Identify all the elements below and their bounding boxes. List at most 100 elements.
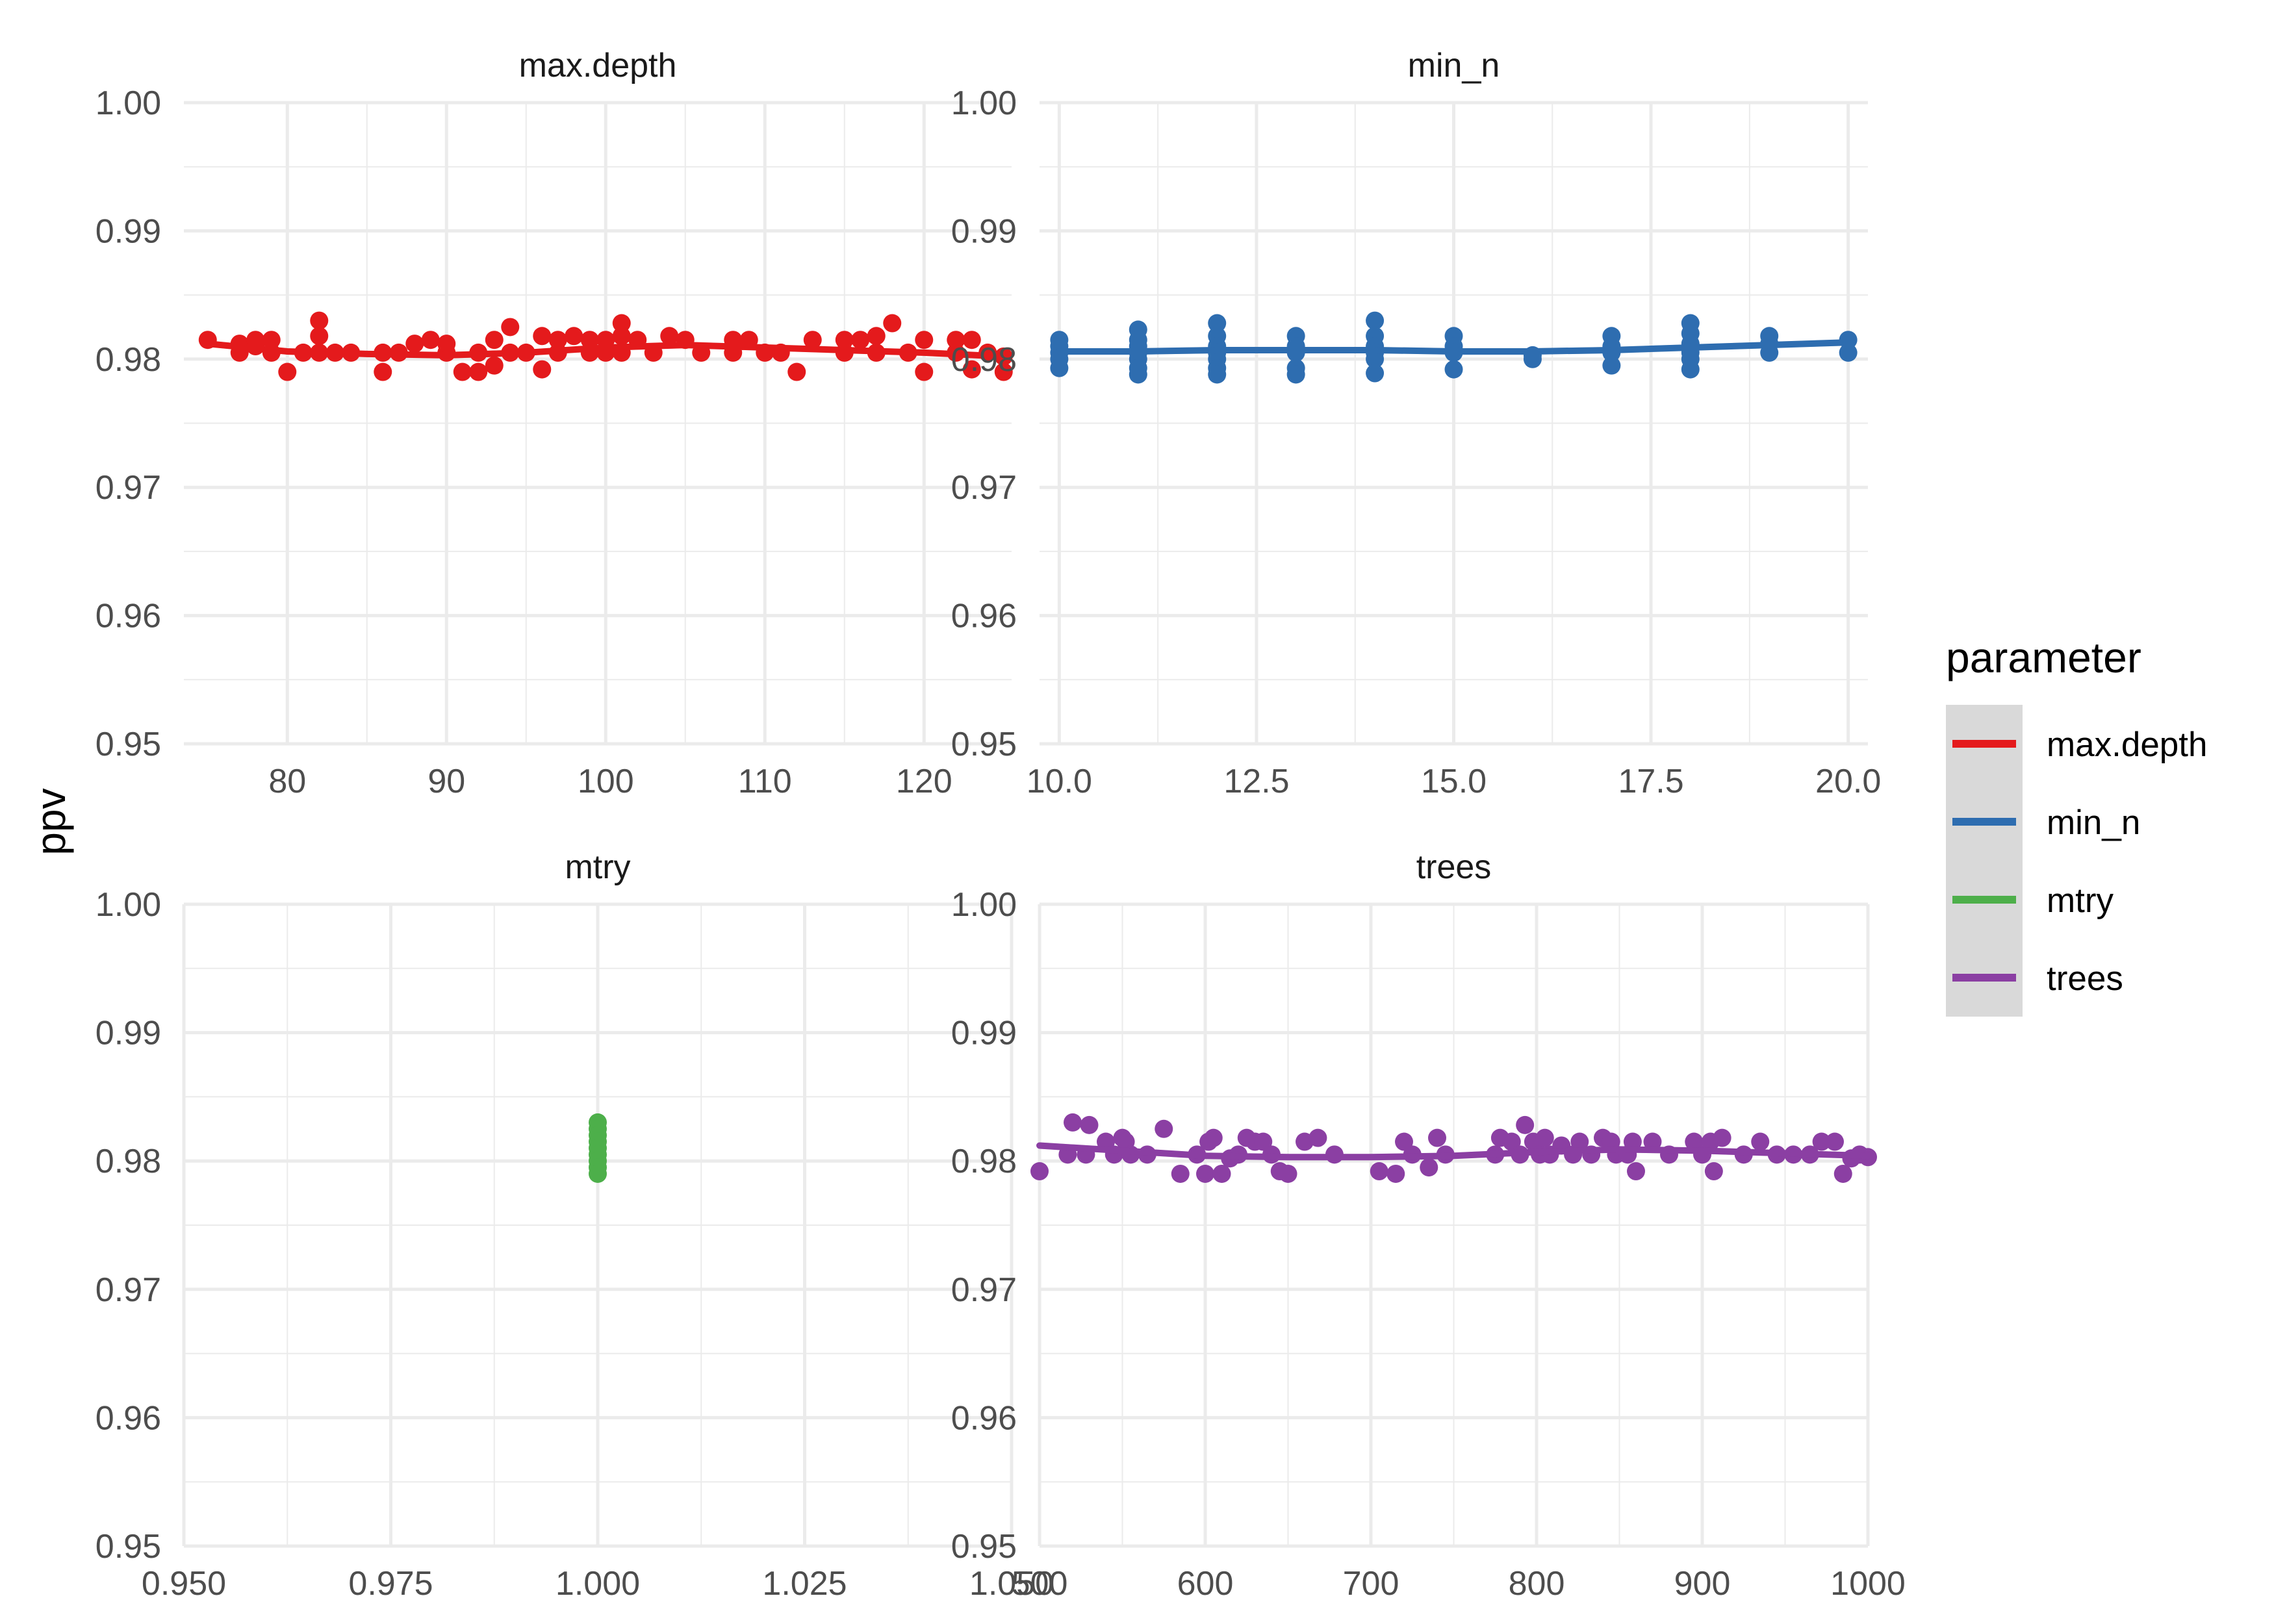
data-point: [1080, 1115, 1099, 1134]
y-tick-label: 1.00: [96, 84, 161, 122]
y-tick-label: 0.96: [951, 598, 1017, 635]
x-tick-label: 600: [1177, 1565, 1234, 1603]
gridlines: [182, 902, 1014, 1548]
y-tick-label: 0.97: [951, 469, 1017, 507]
y-tick-label: 0.97: [951, 1271, 1017, 1309]
data-point: [1171, 1164, 1190, 1183]
data-point: [1751, 1132, 1770, 1151]
data-point: [1212, 1164, 1231, 1183]
y-tick-label: 0.95: [951, 726, 1017, 763]
data-point: [1826, 1132, 1844, 1151]
x-tick-label: 100: [578, 763, 634, 800]
data-point: [1643, 1132, 1662, 1151]
data-point: [405, 335, 424, 353]
x-tick-label: 0.975: [348, 1565, 433, 1603]
x-tick-label: 900: [1674, 1565, 1731, 1603]
data-point: [310, 327, 329, 346]
data-point: [1370, 1162, 1388, 1181]
gridlines: [184, 101, 1012, 746]
x-tick-label: 1000: [1830, 1565, 1906, 1603]
data-point: [660, 327, 679, 346]
legend-label: trees: [2047, 959, 2123, 998]
gridlines: [1040, 101, 1868, 746]
legend-label: max.depth: [2047, 726, 2207, 764]
y-tick-label: 1.00: [951, 84, 1017, 122]
data-point: [1155, 1119, 1173, 1138]
x-tick-label: 110: [738, 763, 792, 800]
x-tick-label: 0.950: [142, 1565, 226, 1603]
data-point: [469, 362, 488, 381]
data-point: [1444, 360, 1463, 379]
data-point: [374, 362, 392, 381]
y-tick-label: 0.98: [951, 341, 1017, 379]
y-tick-label: 1.00: [96, 886, 161, 924]
facet-strip-label: mtry: [565, 848, 630, 886]
data-point: [1627, 1162, 1645, 1181]
x-tick-label: 10.0: [1027, 763, 1092, 800]
data-point: [1602, 356, 1621, 375]
data-point: [533, 327, 552, 346]
data-point: [437, 335, 456, 353]
data-point: [1309, 1128, 1327, 1147]
y-tick-label: 1.00: [951, 886, 1017, 924]
data-point: [1681, 360, 1700, 379]
data-point: [580, 331, 599, 349]
x-tick-label: 700: [1343, 1565, 1399, 1603]
panel-trees: trees 0.95 0.96 0.97 0.98 0.99 1.00 500 600 700 80…: [951, 848, 1906, 1603]
data-point: [246, 331, 265, 349]
legend-key-background: [1946, 705, 2023, 1017]
data-point: [612, 327, 631, 346]
data-point: [1535, 1128, 1554, 1147]
legend-item-trees: trees: [1952, 959, 2123, 998]
data-point: [867, 327, 886, 346]
y-tick-label: 0.98: [951, 1143, 1017, 1180]
x-tick-label: 1.050: [969, 1565, 1054, 1603]
data-point: [1279, 1164, 1297, 1183]
y-tick-label: 0.98: [96, 341, 161, 379]
legend-item-max-depth: max.depth: [1952, 726, 2207, 764]
y-tick-label: 0.96: [96, 598, 161, 635]
data-point: [1208, 365, 1227, 384]
data-point: [803, 331, 822, 349]
data-point: [851, 331, 870, 349]
data-point: [1420, 1158, 1438, 1177]
data-point: [994, 362, 1013, 381]
panel-max-depth: max.depth 0.95 0.96 0.97 0.98 0.99 1.00 80 90 100…: [96, 47, 1013, 800]
data-point: [1196, 1164, 1214, 1183]
x-tick-label: 20.0: [1815, 763, 1881, 800]
y-tick-label: 0.98: [96, 1143, 161, 1180]
legend-title: parameter: [1946, 633, 2141, 681]
data-point: [453, 362, 472, 381]
data-point: [533, 360, 552, 379]
data-point: [485, 331, 504, 349]
x-tick-label: 90: [428, 763, 465, 800]
data-point: [1428, 1128, 1446, 1147]
data-point: [1030, 1162, 1049, 1181]
y-tick-label: 0.96: [951, 1399, 1017, 1437]
fit-line: [1036, 1142, 1871, 1161]
data-point: [421, 331, 440, 349]
data-point: [310, 311, 329, 330]
data-point: [962, 331, 981, 349]
facet-strip-label: min_n: [1408, 47, 1500, 84]
x-tick-label: 1.000: [556, 1565, 640, 1603]
data-point: [1366, 311, 1385, 330]
legend-label: mtry: [2047, 882, 2114, 920]
y-tick-label: 0.95: [96, 1528, 161, 1566]
data-point: [501, 318, 520, 336]
y-tick-label: 0.99: [951, 1015, 1017, 1052]
data-point: [883, 314, 902, 333]
data-point: [1623, 1132, 1642, 1151]
data-point: [915, 362, 934, 381]
data-point: [612, 314, 631, 333]
data-point: [835, 331, 854, 349]
data-point: [1064, 1113, 1082, 1132]
x-tick-label: 15.0: [1421, 763, 1487, 800]
data-point: [1516, 1115, 1535, 1134]
data-point: [485, 356, 504, 375]
data-point: [565, 327, 583, 346]
